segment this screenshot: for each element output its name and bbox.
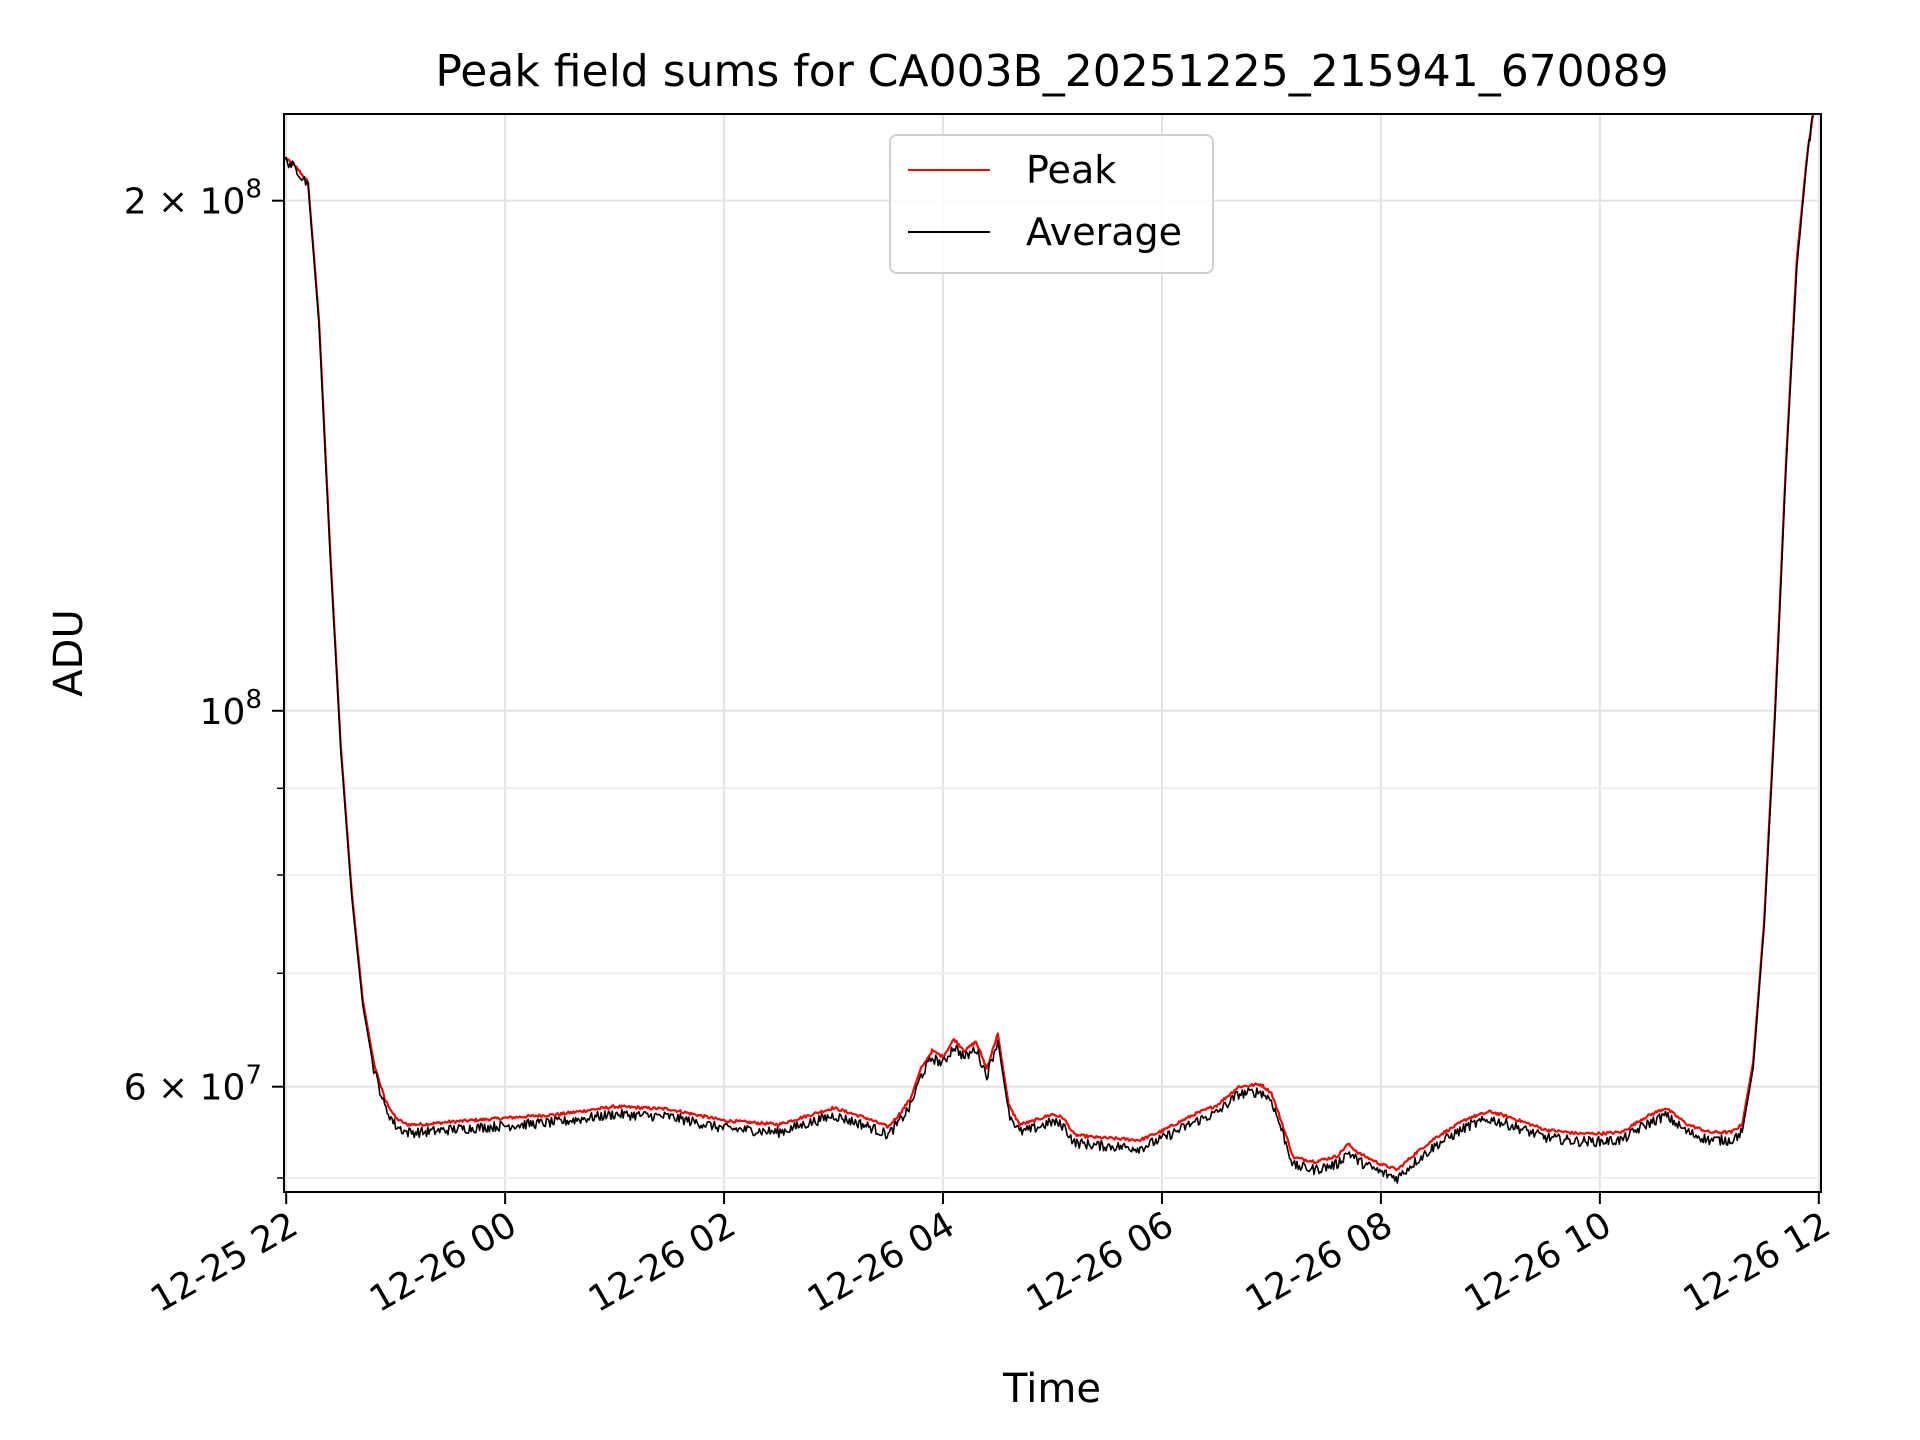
x-axis-label: Time [1002, 1366, 1101, 1412]
y-tick-label: 108 [200, 685, 262, 733]
series-line-peak [284, 113, 1815, 1172]
series-line-average [284, 113, 1815, 1184]
y-tick-label: 2 × 108 [124, 175, 262, 223]
chart-title: Peak field sums for CA003B_20251225_2159… [435, 46, 1668, 97]
plot-frame [283, 113, 1822, 1193]
legend-label-peak: Peak [1026, 148, 1116, 192]
y-axis-label: ADU [46, 609, 92, 696]
series-layer [284, 113, 1815, 1184]
legend: Peak Average [889, 134, 1214, 274]
y-tick-label: 6 × 107 [124, 1061, 262, 1109]
legend-label-average: Average [1026, 210, 1182, 254]
